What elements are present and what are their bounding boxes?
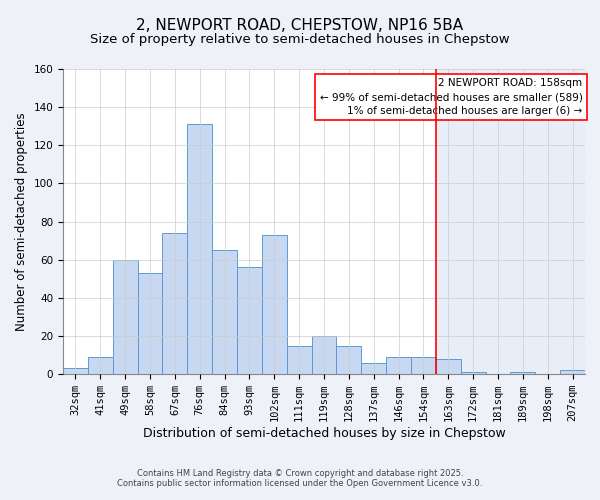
Bar: [287, 346, 311, 374]
Text: 2, NEWPORT ROAD, CHEPSTOW, NP16 5BA: 2, NEWPORT ROAD, CHEPSTOW, NP16 5BA: [136, 18, 464, 32]
Bar: [461, 372, 485, 374]
Bar: [212, 250, 237, 374]
Text: Contains HM Land Registry data © Crown copyright and database right 2025.: Contains HM Land Registry data © Crown c…: [137, 468, 463, 477]
Bar: [163, 233, 187, 374]
Bar: [436, 359, 461, 374]
Text: Size of property relative to semi-detached houses in Chepstow: Size of property relative to semi-detach…: [90, 32, 510, 46]
Y-axis label: Number of semi-detached properties: Number of semi-detached properties: [15, 112, 28, 331]
Bar: [113, 260, 137, 374]
Bar: [137, 273, 163, 374]
Bar: [187, 124, 212, 374]
Bar: [361, 363, 386, 374]
Bar: [262, 235, 287, 374]
Bar: [511, 372, 535, 374]
Bar: [337, 346, 361, 374]
Bar: [237, 268, 262, 374]
Text: 2 NEWPORT ROAD: 158sqm
← 99% of semi-detached houses are smaller (589)
1% of sem: 2 NEWPORT ROAD: 158sqm ← 99% of semi-det…: [320, 78, 583, 116]
Bar: [386, 357, 411, 374]
Bar: [88, 357, 113, 374]
Bar: [411, 357, 436, 374]
Bar: [560, 370, 585, 374]
Bar: [436, 69, 585, 374]
Text: Contains public sector information licensed under the Open Government Licence v3: Contains public sector information licen…: [118, 478, 482, 488]
X-axis label: Distribution of semi-detached houses by size in Chepstow: Distribution of semi-detached houses by …: [143, 427, 505, 440]
Bar: [63, 368, 88, 374]
Bar: [311, 336, 337, 374]
